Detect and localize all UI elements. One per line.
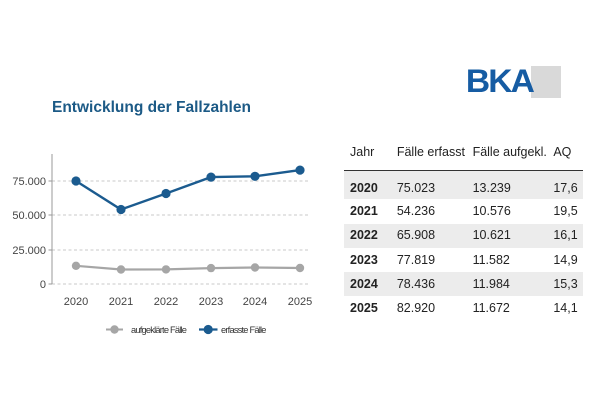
svg-text:BKA: BKA: [468, 66, 534, 98]
svg-text:2025: 2025: [288, 296, 312, 308]
svg-text:2020: 2020: [64, 296, 88, 308]
svg-text:0: 0: [40, 279, 46, 291]
svg-text:aufgeklärte Fälle: aufgeklärte Fälle: [131, 325, 187, 335]
svg-text:75.000: 75.000: [12, 176, 46, 188]
svg-text:50.000: 50.000: [12, 210, 46, 222]
svg-text:2021: 2021: [109, 296, 133, 308]
svg-text:25.000: 25.000: [12, 245, 46, 257]
svg-text:erfasste Fälle: erfasste Fälle: [221, 325, 266, 335]
svg-text:2023: 2023: [199, 296, 223, 308]
svg-text:2022: 2022: [154, 296, 178, 308]
svg-text:2024: 2024: [243, 296, 267, 308]
